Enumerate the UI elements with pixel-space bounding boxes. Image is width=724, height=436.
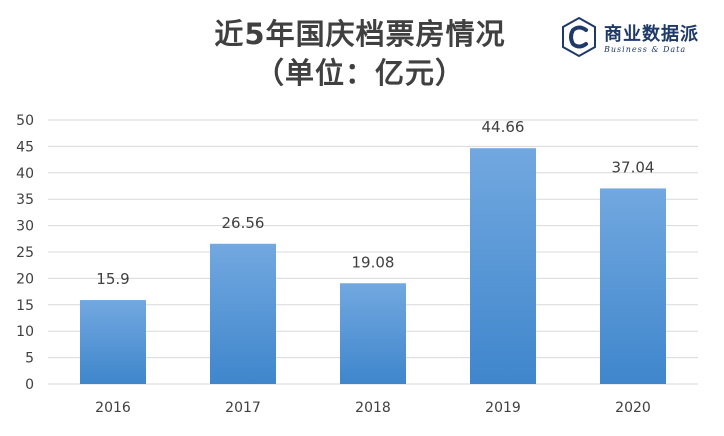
data-label-2019: 44.66	[482, 118, 525, 136]
chart-title: 近5年国庆档票房情况	[214, 17, 506, 51]
y-tick-label: 20	[16, 271, 34, 287]
y-axis-ticks: 0 5 10 15 20 25 30 35 40 45 50	[16, 113, 34, 393]
y-tick-label: 45	[16, 139, 34, 155]
x-tick-label-2016: 2016	[95, 400, 131, 416]
bars	[80, 148, 666, 384]
y-tick-label: 5	[25, 351, 34, 367]
y-tick-label: 10	[16, 324, 34, 340]
bar-2020	[600, 188, 666, 384]
y-tick-label: 0	[25, 377, 34, 393]
bar-2016	[80, 300, 146, 384]
bar-2018	[340, 283, 406, 384]
x-tick-label-2018: 2018	[355, 400, 391, 416]
data-label-2016: 15.9	[96, 270, 129, 288]
x-tick-label-2017: 2017	[225, 400, 261, 416]
bar-2017	[210, 243, 276, 384]
data-labels: 15.9 26.56 19.08 44.66 37.04	[96, 118, 654, 288]
data-label-2020: 37.04	[612, 158, 655, 176]
brand-subtitle: Business & Data	[604, 45, 687, 54]
chart-subtitle: （单位：亿元）	[254, 56, 465, 90]
y-tick-label: 25	[16, 245, 34, 261]
y-tick-label: 30	[16, 219, 34, 235]
y-tick-label: 50	[16, 113, 34, 129]
y-tick-label: 40	[16, 166, 34, 182]
data-label-2018: 19.08	[352, 253, 395, 271]
data-label-2017: 26.56	[222, 214, 265, 232]
c-letter-icon	[562, 16, 596, 58]
brand-name: 商业数据派	[604, 24, 699, 45]
brand-logo: 商业数据派 Business & Data	[560, 14, 720, 60]
y-tick-label: 35	[16, 192, 34, 208]
x-axis-ticks: 2016 2017 2018 2019 2020	[95, 400, 651, 416]
bar-2019	[470, 148, 536, 384]
x-tick-label-2020: 2020	[615, 400, 651, 416]
x-tick-label-2019: 2019	[485, 400, 521, 416]
y-tick-label: 15	[16, 298, 34, 314]
